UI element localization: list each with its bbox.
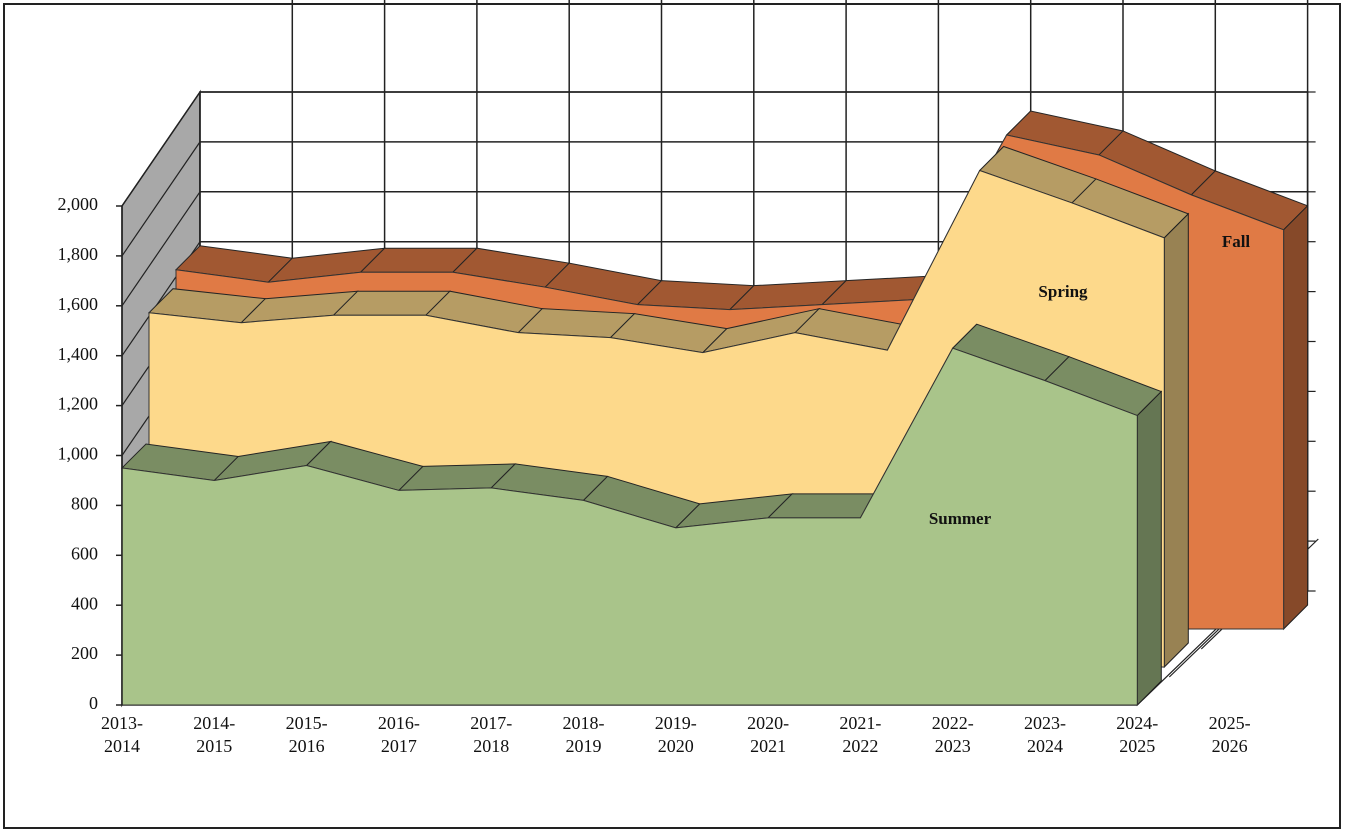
y-tick-label: 1,000 bbox=[58, 444, 99, 464]
x-tick-label: 2017-2018 bbox=[461, 712, 521, 758]
y-tick-label: 1,400 bbox=[58, 344, 99, 364]
y-tick-label: 1,800 bbox=[58, 244, 99, 264]
x-tick-label: 2013-2014 bbox=[92, 712, 152, 758]
area-side-face bbox=[1164, 214, 1188, 667]
x-tick-label: 2023-2024 bbox=[1015, 712, 1075, 758]
x-tick-label: 2014-2015 bbox=[184, 712, 244, 758]
y-tick-label: 600 bbox=[71, 543, 98, 563]
x-tick-label: 2025-2026 bbox=[1200, 712, 1260, 758]
x-tick-label: 2022-2023 bbox=[923, 712, 983, 758]
x-tick-label: 2021-2022 bbox=[830, 712, 890, 758]
x-tick-label: 2020-2021 bbox=[738, 712, 798, 758]
area-side-face bbox=[1284, 206, 1308, 629]
y-tick-label: 1,200 bbox=[58, 394, 99, 414]
x-tick-label: 2019-2020 bbox=[646, 712, 706, 758]
x-tick-label: 2015-2016 bbox=[277, 712, 337, 758]
page: 0 200 400 600 800 1,000 1,200 1,400 1,600 1,800 2,… bbox=[0, 0, 1346, 834]
x-tick-label: 2018-2019 bbox=[554, 712, 614, 758]
series-label: Spring bbox=[1038, 282, 1088, 301]
y-tick-label: 1,600 bbox=[58, 294, 99, 314]
y-tick-label: 200 bbox=[71, 643, 98, 663]
area-side-face bbox=[1137, 392, 1161, 705]
series-label: Fall bbox=[1222, 232, 1251, 251]
y-tick-label: 400 bbox=[71, 593, 98, 613]
y-tick-label: 0 bbox=[89, 693, 98, 713]
y-tick-label: 800 bbox=[71, 494, 98, 514]
x-tick-label: 2024-2025 bbox=[1107, 712, 1167, 758]
series-label: Summer bbox=[929, 509, 992, 528]
chart: 0 200 400 600 800 1,000 1,200 1,400 1,600 1,800 2,… bbox=[0, 0, 1346, 834]
x-tick-label: 2016-2017 bbox=[369, 712, 429, 758]
y-tick-label: 2,000 bbox=[58, 194, 99, 214]
